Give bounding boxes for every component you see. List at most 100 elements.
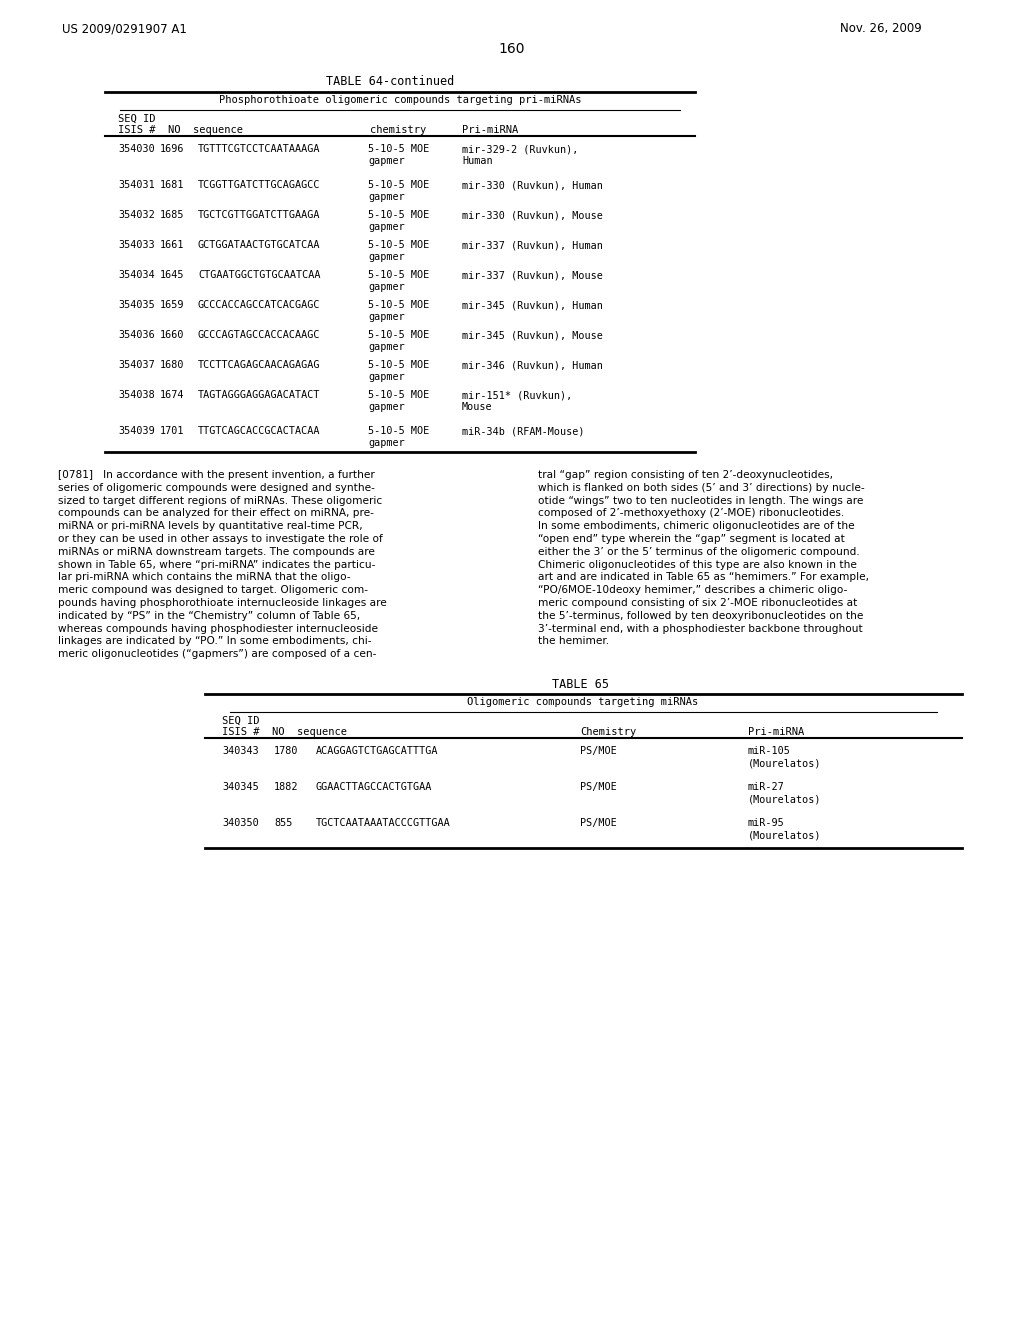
Text: 1681: 1681 — [160, 180, 184, 190]
Text: 5-10-5 MOE: 5-10-5 MOE — [368, 360, 429, 370]
Text: TABLE 65: TABLE 65 — [552, 678, 608, 690]
Text: TAGTAGGGAGGAGACATACT: TAGTAGGGAGGAGACATACT — [198, 389, 321, 400]
Text: 5-10-5 MOE: 5-10-5 MOE — [368, 389, 429, 400]
Text: Chemistry: Chemistry — [580, 727, 636, 737]
Text: 1882: 1882 — [274, 781, 299, 792]
Text: meric compound consisting of six 2’-MOE ribonucleotides at: meric compound consisting of six 2’-MOE … — [538, 598, 857, 609]
Text: In some embodiments, chimeric oligonucleotides are of the: In some embodiments, chimeric oligonucle… — [538, 521, 855, 531]
Text: mir-345 (Ruvkun), Human: mir-345 (Ruvkun), Human — [462, 300, 603, 310]
Text: the hemimer.: the hemimer. — [538, 636, 609, 647]
Text: 340343: 340343 — [222, 746, 259, 756]
Text: 1780: 1780 — [274, 746, 299, 756]
Text: mir-330 (Ruvkun), Mouse: mir-330 (Ruvkun), Mouse — [462, 210, 603, 220]
Text: gapmer: gapmer — [368, 312, 404, 322]
Text: 5-10-5 MOE: 5-10-5 MOE — [368, 300, 429, 310]
Text: linkages are indicated by “PO.” In some embodiments, chi-: linkages are indicated by “PO.” In some … — [58, 636, 372, 647]
Text: gapmer: gapmer — [368, 372, 404, 381]
Text: 5-10-5 MOE: 5-10-5 MOE — [368, 210, 429, 220]
Text: 1645: 1645 — [160, 271, 184, 280]
Text: miR-34b (RFAM-Mouse): miR-34b (RFAM-Mouse) — [462, 426, 585, 436]
Text: gapmer: gapmer — [368, 403, 404, 412]
Text: TGCTCAATAAATACCCGTTGAA: TGCTCAATAAATACCCGTTGAA — [316, 818, 451, 828]
Text: PS/MOE: PS/MOE — [580, 781, 616, 792]
Text: 5-10-5 MOE: 5-10-5 MOE — [368, 271, 429, 280]
Text: gapmer: gapmer — [368, 438, 404, 447]
Text: 1661: 1661 — [160, 240, 184, 249]
Text: (Mourelatos): (Mourelatos) — [748, 832, 821, 841]
Text: mir-329-2 (Ruvkun),: mir-329-2 (Ruvkun), — [462, 144, 579, 154]
Text: miR-105: miR-105 — [748, 746, 791, 756]
Text: Pri-miRNA: Pri-miRNA — [462, 125, 518, 135]
Text: art and are indicated in Table 65 as “hemimers.” For example,: art and are indicated in Table 65 as “he… — [538, 573, 869, 582]
Text: 1660: 1660 — [160, 330, 184, 341]
Text: TTGTCAGCACCGCACTACAA: TTGTCAGCACCGCACTACAA — [198, 426, 321, 436]
Text: ISIS #  NO  sequence: ISIS # NO sequence — [118, 125, 243, 135]
Text: 5-10-5 MOE: 5-10-5 MOE — [368, 330, 429, 341]
Text: 354037: 354037 — [118, 360, 155, 370]
Text: GCCCAGTAGCCACCACAAGC: GCCCAGTAGCCACCACAAGC — [198, 330, 321, 341]
Text: 855: 855 — [274, 818, 293, 828]
Text: GCTGGATAACTGTGCATCAA: GCTGGATAACTGTGCATCAA — [198, 240, 321, 249]
Text: 354035: 354035 — [118, 300, 155, 310]
Text: TCCTTCAGAGCAACAGAGAG: TCCTTCAGAGCAACAGAGAG — [198, 360, 321, 370]
Text: TGTTTCGTCCTCAATAAAGA: TGTTTCGTCCTCAATAAAGA — [198, 144, 321, 154]
Text: Human: Human — [462, 156, 493, 166]
Text: 1685: 1685 — [160, 210, 184, 220]
Text: sized to target different regions of miRNAs. These oligomeric: sized to target different regions of miR… — [58, 495, 382, 506]
Text: mir-346 (Ruvkun), Human: mir-346 (Ruvkun), Human — [462, 360, 603, 370]
Text: miRNA or pri-miRNA levels by quantitative real-time PCR,: miRNA or pri-miRNA levels by quantitativ… — [58, 521, 362, 531]
Text: [0781]   In accordance with the present invention, a further: [0781] In accordance with the present in… — [58, 470, 375, 480]
Text: 354034: 354034 — [118, 271, 155, 280]
Text: otide “wings” two to ten nucleotides in length. The wings are: otide “wings” two to ten nucleotides in … — [538, 495, 863, 506]
Text: 340345: 340345 — [222, 781, 259, 792]
Text: series of oligomeric compounds were designed and synthe-: series of oligomeric compounds were desi… — [58, 483, 375, 492]
Text: composed of 2’-methoxyethoxy (2’-MOE) ribonucleotides.: composed of 2’-methoxyethoxy (2’-MOE) ri… — [538, 508, 844, 519]
Text: tral “gap” region consisting of ten 2’-deoxynucleotides,: tral “gap” region consisting of ten 2’-d… — [538, 470, 833, 480]
Text: 1696: 1696 — [160, 144, 184, 154]
Text: mir-330 (Ruvkun), Human: mir-330 (Ruvkun), Human — [462, 180, 603, 190]
Text: 160: 160 — [499, 42, 525, 55]
Text: shown in Table 65, where “pri-miRNA” indicates the particu-: shown in Table 65, where “pri-miRNA” ind… — [58, 560, 376, 570]
Text: meric compound was designed to target. Oligomeric com-: meric compound was designed to target. O… — [58, 585, 368, 595]
Text: either the 3’ or the 5’ terminus of the oligomeric compound.: either the 3’ or the 5’ terminus of the … — [538, 546, 860, 557]
Text: TCGGTTGATCTTGCAGAGCC: TCGGTTGATCTTGCAGAGCC — [198, 180, 321, 190]
Text: ISIS #  NO  sequence: ISIS # NO sequence — [222, 727, 347, 737]
Text: compounds can be analyzed for their effect on miRNA, pre-: compounds can be analyzed for their effe… — [58, 508, 374, 519]
Text: TABLE 64-continued: TABLE 64-continued — [326, 75, 454, 88]
Text: mir-337 (Ruvkun), Human: mir-337 (Ruvkun), Human — [462, 240, 603, 249]
Text: mir-337 (Ruvkun), Mouse: mir-337 (Ruvkun), Mouse — [462, 271, 603, 280]
Text: PS/MOE: PS/MOE — [580, 818, 616, 828]
Text: Oligomeric compounds targeting miRNAs: Oligomeric compounds targeting miRNAs — [467, 697, 698, 708]
Text: 1680: 1680 — [160, 360, 184, 370]
Text: “PO/6MOE-10deoxy hemimer,” describes a chimeric oligo-: “PO/6MOE-10deoxy hemimer,” describes a c… — [538, 585, 848, 595]
Text: CTGAATGGCTGTGCAATCAA: CTGAATGGCTGTGCAATCAA — [198, 271, 321, 280]
Text: 5-10-5 MOE: 5-10-5 MOE — [368, 144, 429, 154]
Text: Chimeric oligonucleotides of this type are also known in the: Chimeric oligonucleotides of this type a… — [538, 560, 857, 570]
Text: pounds having phosphorothioate internucleoside linkages are: pounds having phosphorothioate internucl… — [58, 598, 387, 609]
Text: 354036: 354036 — [118, 330, 155, 341]
Text: gapmer: gapmer — [368, 222, 404, 232]
Text: gapmer: gapmer — [368, 342, 404, 352]
Text: SEQ ID: SEQ ID — [118, 114, 156, 124]
Text: gapmer: gapmer — [368, 156, 404, 166]
Text: 5-10-5 MOE: 5-10-5 MOE — [368, 240, 429, 249]
Text: 3’-terminal end, with a phosphodiester backbone throughout: 3’-terminal end, with a phosphodiester b… — [538, 623, 863, 634]
Text: PS/MOE: PS/MOE — [580, 746, 616, 756]
Text: (Mourelatos): (Mourelatos) — [748, 795, 821, 805]
Text: 5-10-5 MOE: 5-10-5 MOE — [368, 180, 429, 190]
Text: SEQ ID: SEQ ID — [222, 715, 259, 726]
Text: mir-345 (Ruvkun), Mouse: mir-345 (Ruvkun), Mouse — [462, 330, 603, 341]
Text: gapmer: gapmer — [368, 282, 404, 292]
Text: 354038: 354038 — [118, 389, 155, 400]
Text: mir-151* (Ruvkun),: mir-151* (Ruvkun), — [462, 389, 572, 400]
Text: ACAGGAGTCTGAGCATTTGA: ACAGGAGTCTGAGCATTTGA — [316, 746, 438, 756]
Text: miRNAs or miRNA downstream targets. The compounds are: miRNAs or miRNA downstream targets. The … — [58, 546, 375, 557]
Text: 354033: 354033 — [118, 240, 155, 249]
Text: Phosphorothioate oligomeric compounds targeting pri-miRNAs: Phosphorothioate oligomeric compounds ta… — [219, 95, 582, 106]
Text: 354030: 354030 — [118, 144, 155, 154]
Text: 340350: 340350 — [222, 818, 259, 828]
Text: 1659: 1659 — [160, 300, 184, 310]
Text: lar pri-miRNA which contains the miRNA that the oligo-: lar pri-miRNA which contains the miRNA t… — [58, 573, 350, 582]
Text: which is flanked on both sides (5’ and 3’ directions) by nucle-: which is flanked on both sides (5’ and 3… — [538, 483, 864, 492]
Text: “open end” type wherein the “gap” segment is located at: “open end” type wherein the “gap” segmen… — [538, 535, 845, 544]
